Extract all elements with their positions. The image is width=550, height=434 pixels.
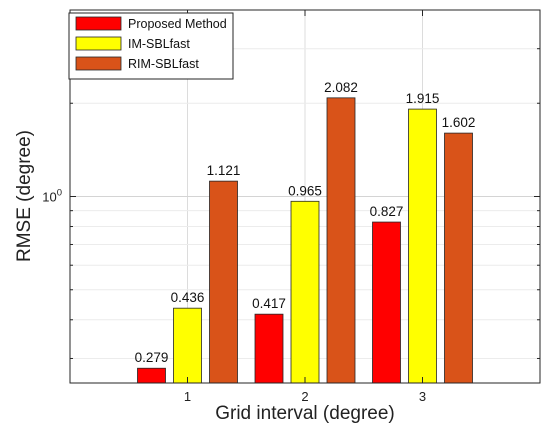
x-tick-label: 3: [419, 389, 426, 404]
x-tick-label: 1: [184, 389, 191, 404]
y-tick-label: 100: [42, 188, 62, 205]
bar: [444, 132, 473, 384]
data-label: 1.121: [207, 163, 241, 178]
data-label: 0.965: [288, 183, 322, 198]
bar: [372, 221, 401, 384]
data-label: 1.915: [406, 91, 440, 106]
legend-label: IM-SBLfast: [128, 37, 190, 51]
data-labels: 0.279 0.417 0.827 0.436 0.965 1.915 1.121 2.082…: [135, 80, 476, 365]
data-label: 2.082: [324, 80, 358, 95]
bars: [137, 97, 473, 384]
legend-swatch: [75, 36, 122, 51]
data-label: 1.602: [442, 115, 476, 130]
bar: [290, 200, 320, 384]
bar: [209, 180, 238, 384]
legend-swatch: [75, 16, 122, 31]
bar: [254, 313, 284, 384]
x-axis-title: Grid interval (degree): [215, 403, 395, 424]
data-label: 0.279: [135, 350, 169, 365]
data-label: 0.417: [252, 296, 286, 311]
x-tick-label: 2: [301, 389, 308, 404]
bar: [326, 97, 356, 384]
y-axis-title: RMSE (degree): [14, 130, 35, 262]
legend: Proposed Method IM-SBLfast RIM-SBLfast: [68, 12, 234, 80]
data-label: 0.827: [370, 204, 404, 219]
legend-swatch: [75, 56, 122, 71]
bar: [173, 307, 202, 384]
legend-label: Proposed Method: [128, 17, 227, 31]
legend-label: RIM-SBLfast: [128, 57, 199, 71]
data-label: 0.436: [171, 290, 205, 305]
bar: [408, 108, 437, 384]
bar: [137, 367, 166, 384]
